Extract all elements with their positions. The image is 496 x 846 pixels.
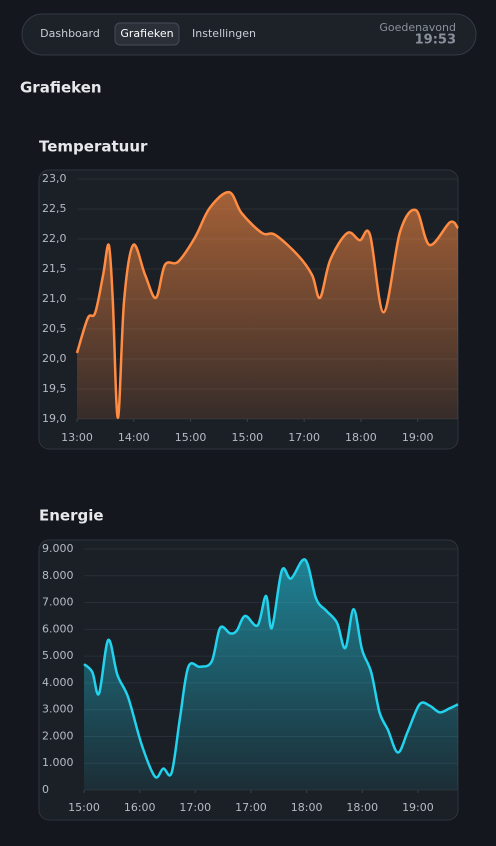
chart-title: Temperatuur: [39, 138, 148, 156]
x-tick-label: 18:00: [345, 431, 377, 444]
nav-item[interactable]: Dashboard: [40, 27, 100, 40]
x-tick-label: 15:00: [68, 801, 100, 814]
y-tick-label: 9.000: [42, 542, 74, 555]
y-tick-label: 5.000: [42, 649, 74, 662]
y-tick-label: 19,5: [42, 382, 67, 395]
line: [75, 190, 459, 420]
y-tick-label: 7.000: [42, 596, 74, 609]
y-tick-label: 23,0: [42, 172, 67, 185]
x-tick-label: 15:00: [175, 431, 207, 444]
nav-item[interactable]: Instellingen: [192, 27, 256, 40]
nav-active[interactable]: [114, 22, 180, 46]
area: [84, 559, 458, 790]
x-tick-label: 14:00: [118, 431, 150, 444]
x-tick-label: 17:00: [235, 801, 267, 814]
chart-title: Energie: [39, 507, 104, 525]
y-tick-label: 22,0: [42, 232, 67, 245]
clock: 19:53: [415, 33, 456, 48]
x-tick-label: 19:00: [402, 801, 434, 814]
y-tick-label: 0: [42, 783, 49, 796]
y-tick-label: 22,5: [42, 202, 67, 215]
x-tick-label: 18:00: [346, 801, 378, 814]
y-tick-label: 20,5: [42, 322, 67, 335]
y-tick-label: 3.000: [42, 703, 74, 716]
x-tick-label: 13:00: [61, 431, 93, 444]
x-tick-label: 15:00: [231, 431, 263, 444]
x-tick-label: 17:00: [179, 801, 211, 814]
y-tick-label: 19,0: [42, 412, 67, 425]
y-tick-label: 4.000: [42, 676, 74, 689]
y-tick-label: 1.000: [42, 756, 74, 769]
greeting: Goedenavond: [379, 21, 456, 34]
y-tick-label: 21,5: [42, 262, 67, 275]
x-tick-label: 18:00: [291, 801, 323, 814]
y-tick-label: 20,0: [42, 352, 67, 365]
y-tick-label: 8.000: [42, 569, 74, 582]
page-title: Grafieken: [20, 79, 102, 97]
y-tick-label: 21,0: [42, 292, 67, 305]
nav-item[interactable]: Grafieken: [120, 27, 173, 40]
x-tick-label: 17:00: [288, 431, 320, 444]
x-tick-label: 19:00: [402, 431, 434, 444]
y-tick-label: 2.000: [42, 729, 74, 742]
y-tick-label: 6.000: [42, 622, 74, 635]
x-tick-label: 16:00: [124, 801, 156, 814]
area: [77, 192, 458, 419]
line: [83, 558, 459, 779]
